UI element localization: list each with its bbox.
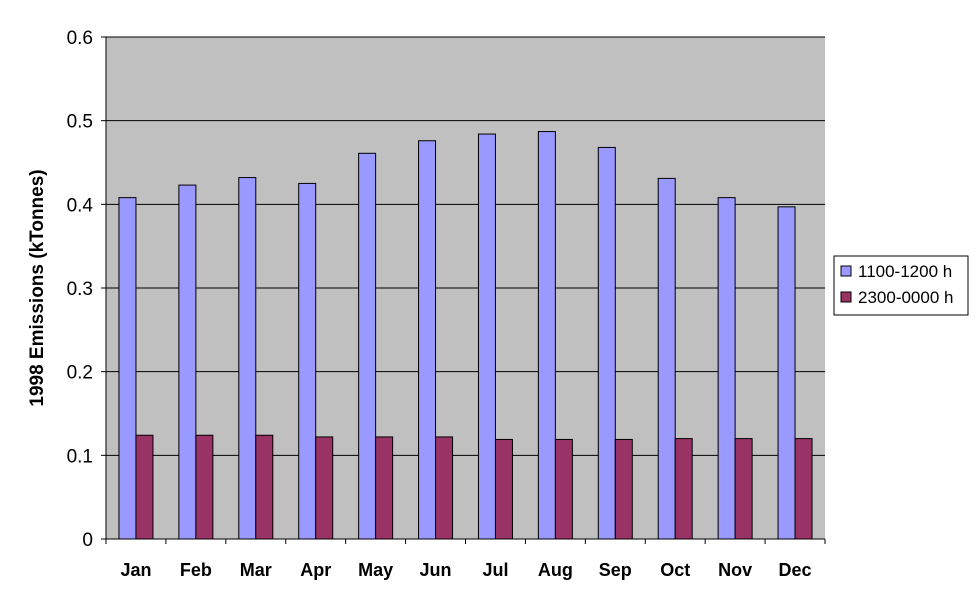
y-ticks: 0 0.1 0.2 0.3 0.4 0.5 0.6 [67,28,106,551]
bar-series-2-jul [494,438,513,540]
x-tick-label: Jul [482,560,508,580]
bar-series-1-jul [477,133,496,540]
bar-series-2-oct [674,438,693,540]
y-tick-label: 0.3 [67,279,93,300]
bar-series-1-sep [597,146,616,540]
y-axis-label: 1998 Emissions (kTonnes) [27,169,48,406]
bar-series-2-feb [195,434,214,540]
bar-series-2-apr [315,436,334,540]
bars [118,131,813,540]
x-tick-label: Mar [240,560,272,580]
bar-series-2-nov [734,438,753,540]
legend-box [833,255,969,316]
bar-series-1-oct [657,177,676,540]
y-tick-label: 0 [82,530,93,551]
x-tick-label: Jan [120,560,151,580]
bar-series-1-apr [298,182,317,540]
bar-series-2-may [375,436,394,540]
y-tick-label: 0.2 [67,363,93,384]
x-tick-label: Aug [538,560,573,580]
bar-series-2-jan [135,434,154,540]
bar-series-1-jun [418,140,437,540]
y-tick-label: 0.4 [67,195,94,216]
x-ticks: Jan Feb Mar Apr May Jun Jul Aug Sep Oct Nov Dec [105,539,826,580]
legend-swatch-1 [840,265,852,277]
x-tick-label: Oct [660,560,690,580]
y-tick-label: 0.6 [67,28,93,49]
legend: 1100-1200 h 2300-0000 h [833,255,969,316]
bar-series-1-may [358,152,377,540]
bar-series-2-dec [794,438,813,540]
bar-series-1-jan [118,197,137,540]
y-tick-label: 0.5 [67,112,93,133]
legend-swatch-2 [840,291,852,303]
x-tick-label: Feb [180,560,212,580]
bar-series-1-feb [178,184,197,540]
x-tick-label: Nov [718,560,752,580]
legend-label-2: 2300-0000 h [858,288,953,307]
bar-series-2-sep [614,438,633,540]
bar-series-1-nov [717,197,736,540]
x-tick-label: Sep [599,560,632,580]
bar-series-1-aug [537,131,556,540]
gridlines [106,36,825,456]
x-tick-label: May [358,560,393,580]
x-tick-label: Dec [779,560,812,580]
bar-series-2-aug [554,438,573,540]
bar-series-1-dec [777,206,796,540]
x-tick-label: Jun [420,560,452,580]
y-tick-label: 0.1 [67,446,93,467]
bar-series-2-jun [435,436,454,540]
x-tick-label: Apr [300,560,331,580]
legend-label-1: 1100-1200 h [858,262,952,281]
bar-series-1-mar [238,177,257,540]
bar-series-2-mar [255,434,274,540]
